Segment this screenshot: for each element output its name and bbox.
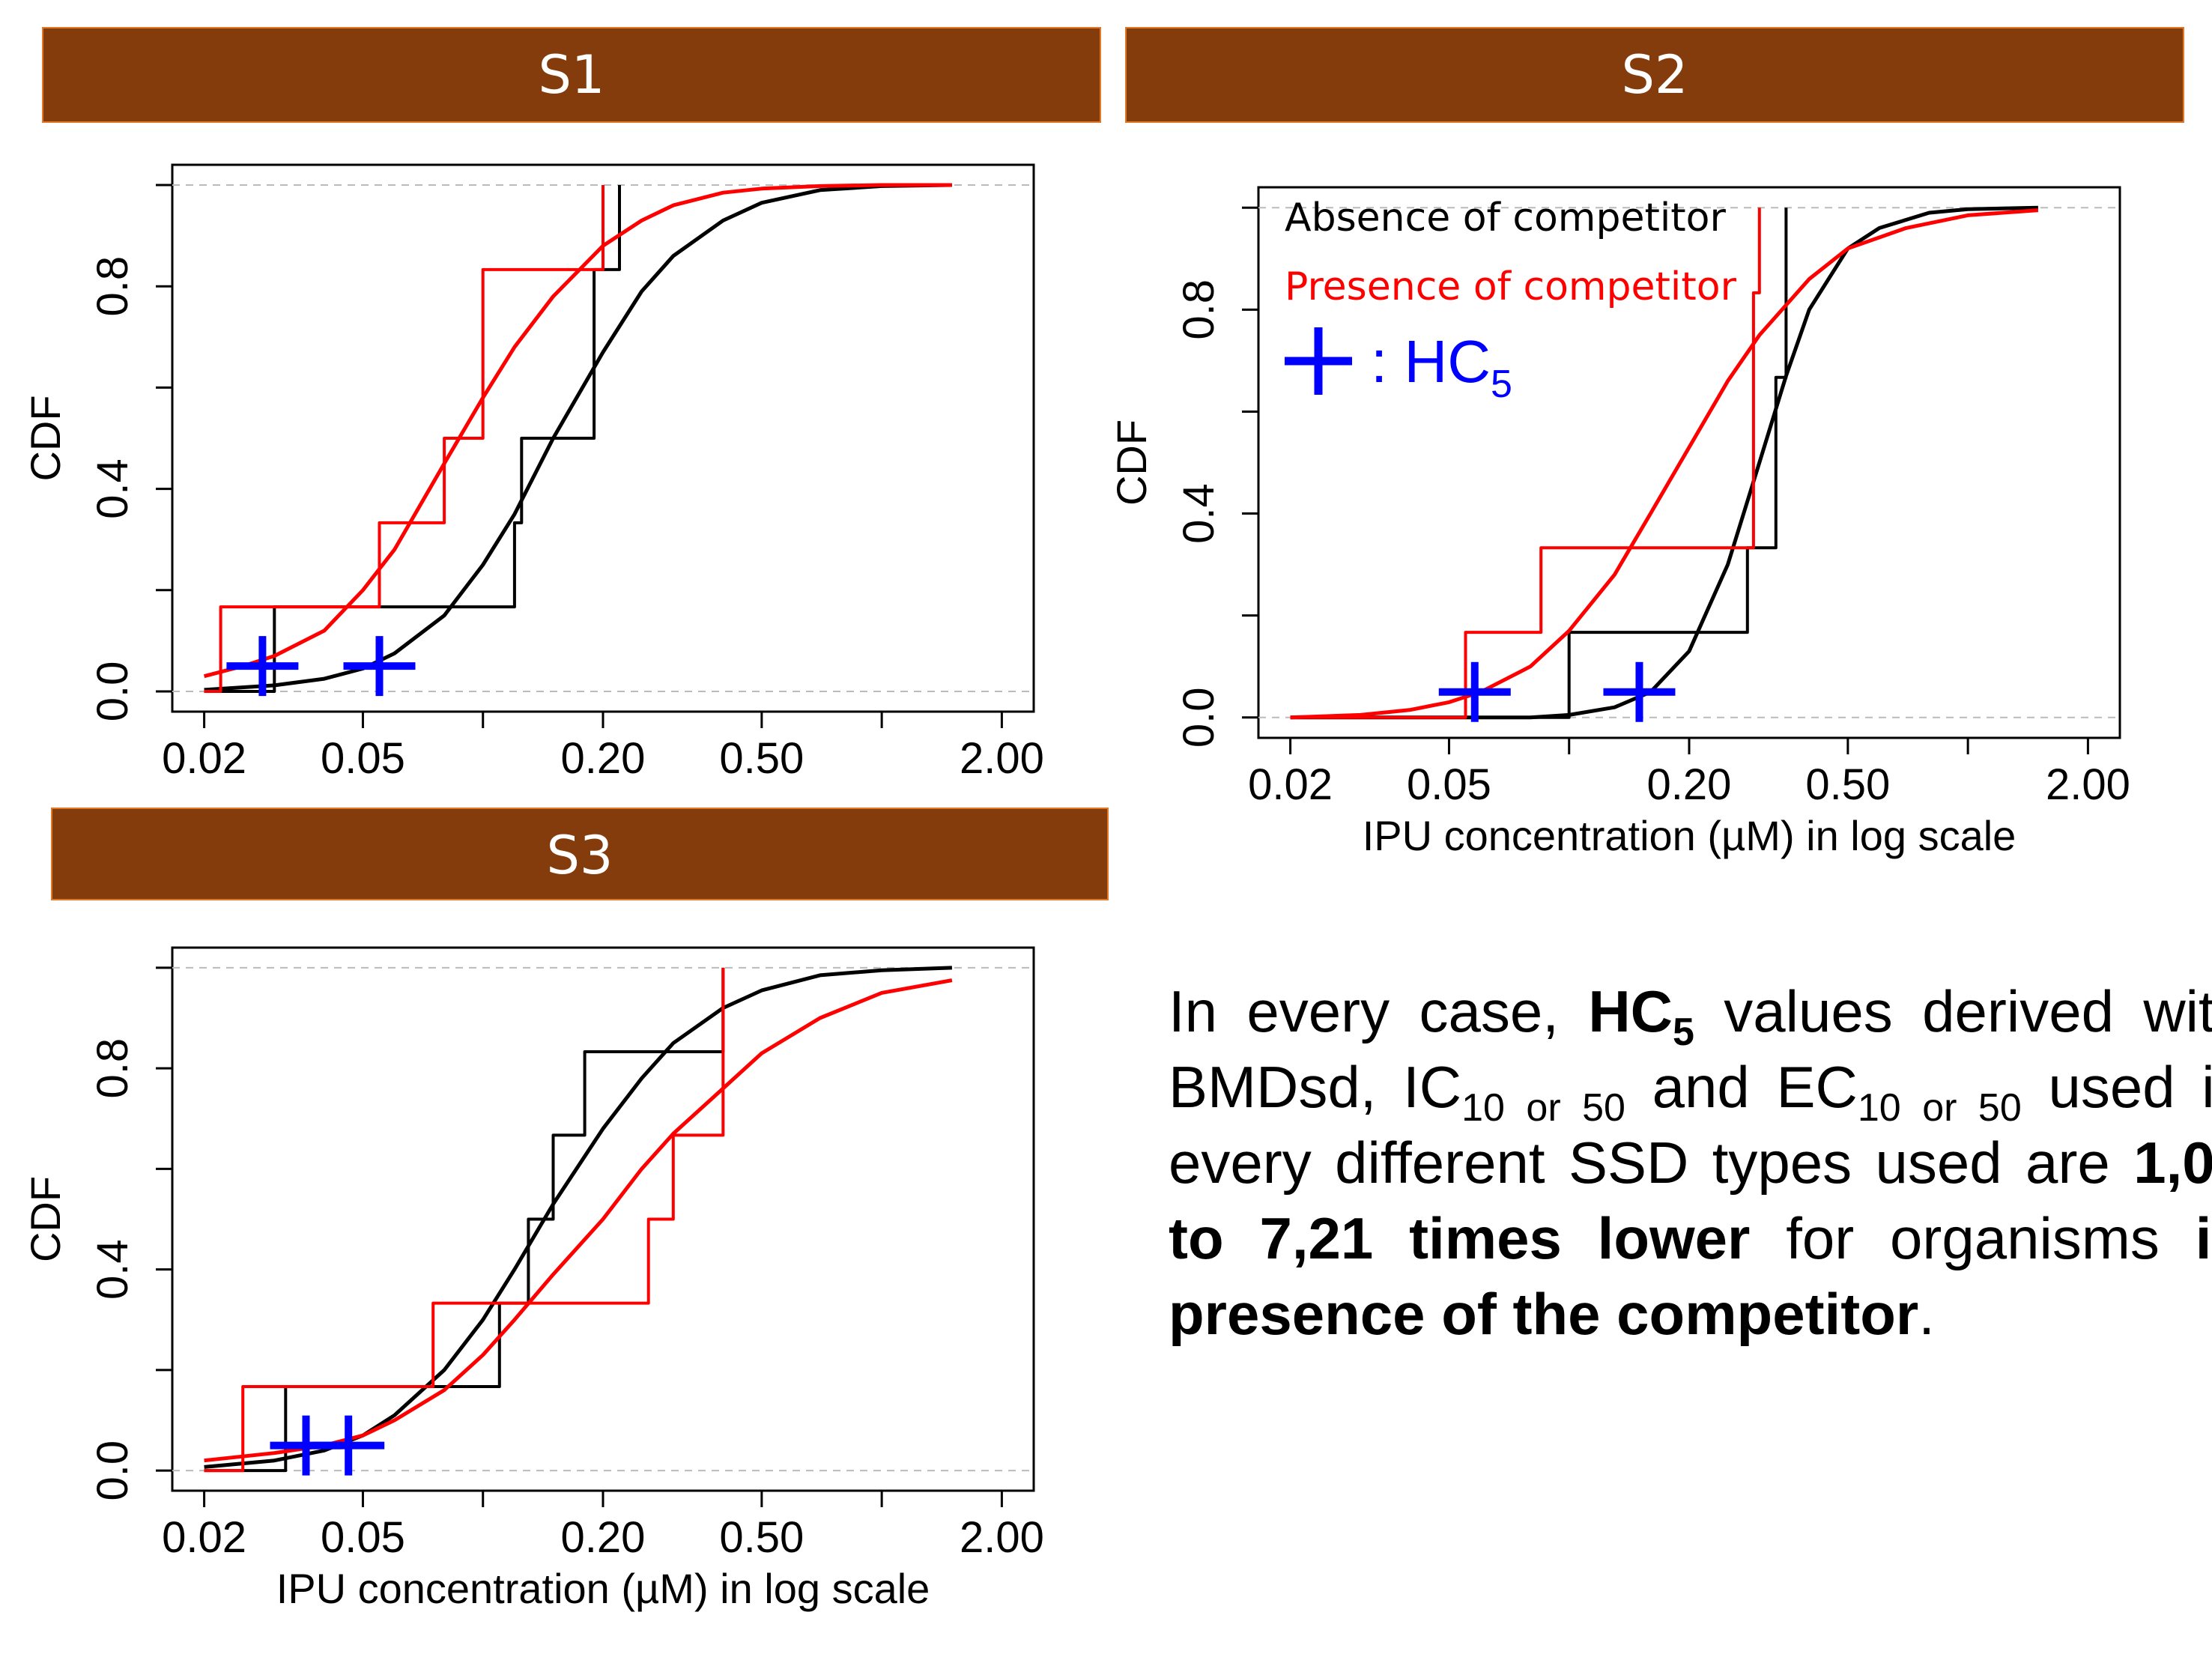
top-title-fragment bbox=[787, 0, 1685, 7]
y-tick-label: 0.0 bbox=[88, 661, 137, 722]
chart-s2: 0.02 0.05 0.20 0.50 2.00 0.0 0.4 0.8 CDF IPU conc… bbox=[1108, 186, 2130, 859]
presence-step-line bbox=[204, 967, 725, 1473]
y-tick-label: 0.4 bbox=[1175, 483, 1223, 544]
x-axis-title: IPU concentration (µM) in log scale bbox=[1363, 812, 2016, 859]
y-tick-label: 0.4 bbox=[88, 458, 137, 519]
x-tick-label: 0.50 bbox=[1805, 760, 1890, 809]
legend-absence: Absence of competitor bbox=[1285, 196, 1726, 240]
legend-hc5-sub: 5 bbox=[1491, 363, 1512, 406]
y-tick-label: 0.4 bbox=[88, 1239, 137, 1300]
hc5-marker bbox=[1603, 661, 1676, 722]
hc5-marker bbox=[1438, 661, 1511, 722]
presence-curve-line bbox=[204, 978, 953, 1463]
x-tick-label: 0.20 bbox=[561, 1513, 646, 1562]
y-axis-title: CDF bbox=[1108, 419, 1155, 506]
summary-note: In every case, HC5 values derived with B… bbox=[1169, 974, 2212, 1352]
x-tick-label: 0.20 bbox=[561, 734, 646, 783]
absence-curve-line bbox=[204, 183, 952, 692]
panel-header-s3: S3 bbox=[51, 808, 1109, 900]
y-tick-label: 0.0 bbox=[1175, 687, 1223, 748]
note-text: values derived with BMDsd, IC bbox=[1169, 978, 2212, 1120]
x-tick-label: 0.50 bbox=[719, 1513, 804, 1562]
note-hc-sub: 5 bbox=[1673, 1011, 1694, 1054]
x-tick-label: 0.50 bbox=[719, 734, 804, 783]
y-axis-title: CDF bbox=[22, 395, 69, 481]
chart-s1: 0.02 0.05 0.20 0.50 2.00 0.0 0.4 0.8 CDF bbox=[22, 163, 1044, 783]
note-text: . bbox=[1918, 1281, 1935, 1347]
x-tick-label: 2.00 bbox=[2046, 760, 2130, 809]
panel-header-s1: S1 bbox=[42, 27, 1101, 123]
hc5-marker bbox=[343, 636, 416, 697]
y-tick-label: 0.8 bbox=[88, 256, 137, 317]
presence-curve-line bbox=[203, 183, 952, 679]
note-bold: in presence of the competitor bbox=[1169, 1205, 2212, 1347]
chart-s3: 0.02 0.05 0.20 0.50 2.00 0.0 0.4 0.8 CDF IPU conc… bbox=[22, 946, 1044, 1612]
legend-presence: Presence of competitor bbox=[1285, 264, 1737, 309]
legend-hc5-label: : HC5 bbox=[1371, 328, 1512, 406]
absence-step-line bbox=[204, 185, 621, 693]
x-tick-label: 0.02 bbox=[162, 1513, 246, 1562]
y-tick-label: 0.8 bbox=[1175, 279, 1223, 340]
note-text: for organisms bbox=[1786, 1205, 2160, 1271]
x-tick-label: 2.00 bbox=[960, 734, 1044, 783]
note-ic-sub: 10 or 50 bbox=[1461, 1086, 1625, 1130]
note-bold: 1,04 to 7,21 times lower bbox=[1169, 1130, 2212, 1271]
x-tick-label: 0.05 bbox=[1407, 760, 1491, 809]
x-axis-title: IPU concentration (µM) in log scale bbox=[276, 1565, 930, 1612]
note-text: In every case, bbox=[1169, 978, 1559, 1044]
note-ec-sub: 10 or 50 bbox=[1857, 1086, 2022, 1130]
absence-step-line bbox=[204, 967, 725, 1473]
note-text: and EC bbox=[1652, 1054, 1858, 1120]
x-tick-label: 0.02 bbox=[1248, 760, 1333, 809]
note-text: used in every different SSD types used a… bbox=[1169, 1054, 2212, 1196]
absence-curve-line bbox=[204, 966, 952, 1469]
x-tick-label: 2.00 bbox=[960, 1513, 1044, 1562]
hc5-marker bbox=[312, 1415, 385, 1476]
presence-curve-line bbox=[1290, 208, 2039, 720]
x-tick-label: 0.05 bbox=[321, 734, 405, 783]
note-hc: HC bbox=[1588, 978, 1673, 1044]
y-tick-label: 0.8 bbox=[88, 1038, 137, 1099]
hc5-marker bbox=[226, 636, 299, 697]
x-tick-label: 0.05 bbox=[321, 1513, 405, 1562]
y-axis-title: CDF bbox=[22, 1176, 69, 1262]
absence-curve-line bbox=[1290, 205, 2038, 720]
panel-header-s2: S2 bbox=[1125, 27, 2184, 123]
y-tick-label: 0.0 bbox=[88, 1441, 137, 1501]
x-tick-label: 0.02 bbox=[162, 734, 246, 783]
x-tick-label: 0.20 bbox=[1647, 760, 1732, 809]
presence-step-line bbox=[204, 185, 604, 693]
